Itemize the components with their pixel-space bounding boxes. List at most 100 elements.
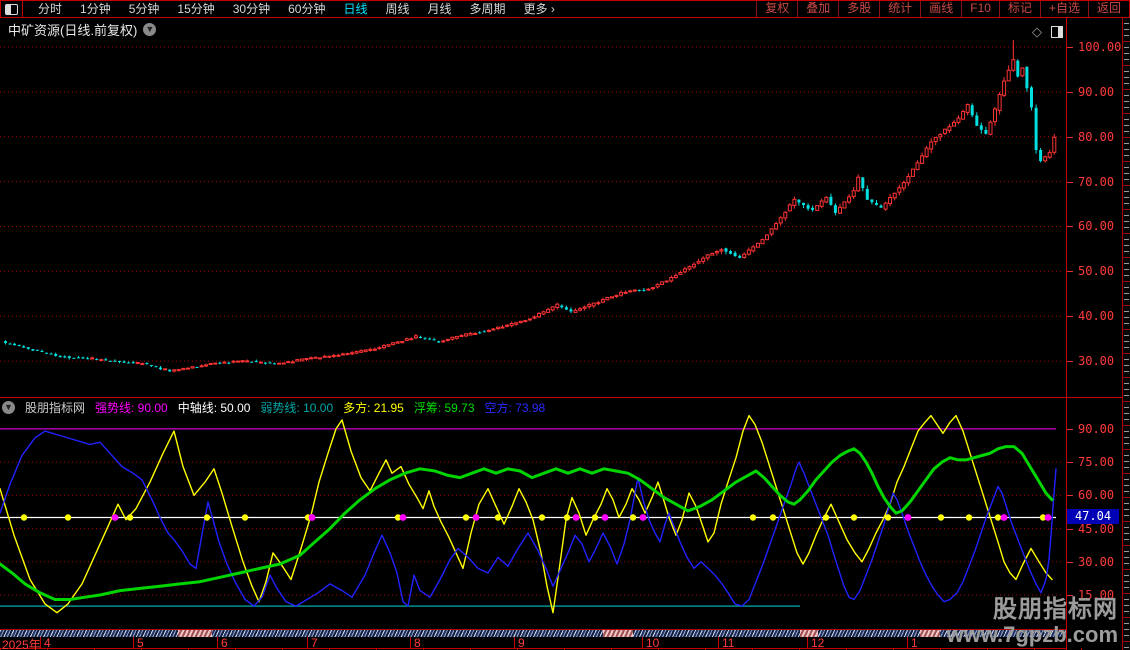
axis-tick-label: 90.00 xyxy=(1078,85,1115,99)
diamond-marker-icon[interactable]: ◇ xyxy=(1032,24,1042,39)
period-tab-更多 ›[interactable]: 更多 › xyxy=(523,1,555,16)
axis-tick xyxy=(1067,92,1073,93)
axis-tick xyxy=(1067,562,1073,563)
period-tab-日线[interactable]: 日线 xyxy=(343,1,368,16)
period-tab-周线[interactable]: 周线 xyxy=(385,1,410,16)
toolbar-button-返回[interactable]: 返回 xyxy=(1087,1,1129,17)
indicator-value-label: 中轴线: 50.00 xyxy=(177,401,251,415)
month-label: 10 xyxy=(646,636,660,650)
month-label: 6 xyxy=(221,636,228,650)
month-tick xyxy=(642,637,643,648)
month-label: 9 xyxy=(518,636,525,650)
right-toolbar-cell[interactable] xyxy=(1123,282,1130,306)
indicator-value-label: 弱势线: 10.00 xyxy=(260,401,334,415)
axis-tick-label: 30.00 xyxy=(1078,555,1115,569)
toolbar-button-F10[interactable]: F10 xyxy=(961,1,999,17)
right-toolbar-cell[interactable] xyxy=(1123,450,1130,474)
right-toolbar-cell[interactable] xyxy=(1123,90,1130,114)
right-toolbar-cell[interactable] xyxy=(1123,594,1130,618)
right-toolbar-cell[interactable] xyxy=(1123,258,1130,282)
right-toolbar-cell[interactable] xyxy=(1123,234,1130,258)
right-toolbar-cell[interactable] xyxy=(1123,546,1130,570)
month-label: 11 xyxy=(722,636,735,650)
toolbar-button-复权[interactable]: 复权 xyxy=(756,1,797,17)
watermark: 股朋指标网 www.7gpzb.com xyxy=(946,596,1118,648)
axis-tick-label: 30.00 xyxy=(1078,354,1115,368)
page-title: 中矿资源(日线.前复权) xyxy=(8,23,138,38)
split-pane-icon[interactable] xyxy=(1051,25,1063,38)
right-toolbar-cell[interactable] xyxy=(1123,426,1130,450)
period-tab-15分钟[interactable]: 15分钟 xyxy=(177,1,215,16)
right-toolbar-cell[interactable] xyxy=(1123,474,1130,498)
right-toolbar-cell[interactable] xyxy=(1123,186,1130,210)
right-toolbar-cell[interactable] xyxy=(1123,210,1130,234)
chevron-down-icon[interactable]: ▼ xyxy=(143,23,157,36)
month-label: 12 xyxy=(811,636,825,650)
right-toolbar-cell[interactable] xyxy=(1123,114,1130,138)
right-toolbar-cell[interactable] xyxy=(1123,402,1130,426)
right-toolbar-cell[interactable] xyxy=(1123,138,1130,162)
axis-tick xyxy=(1067,462,1073,463)
navigator-top-line xyxy=(0,629,1066,630)
period-tab-60分钟[interactable]: 60分钟 xyxy=(288,1,326,16)
year-label: 2025年 xyxy=(2,638,41,650)
right-toolbar-cell[interactable] xyxy=(1123,570,1130,594)
indicator-chart[interactable] xyxy=(0,415,1066,630)
indicator-value-label: 空方: 73.98 xyxy=(484,401,546,415)
month-tick xyxy=(907,637,908,648)
period-tab-1分钟[interactable]: 1分钟 xyxy=(80,1,111,16)
toolbar-button-画线[interactable]: 画线 xyxy=(920,1,961,17)
month-label: 5 xyxy=(137,636,144,650)
right-toolbar-cell[interactable] xyxy=(1123,42,1130,66)
indicator-value-label: 强势线: 90.00 xyxy=(95,401,168,415)
toolbar-right-buttons: 复权 叠加 多股 统计 画线 F10 标记 +自选 返回 xyxy=(756,1,1129,17)
navigator-highlight xyxy=(920,630,940,637)
indicator-value-label: 浮筹: 59.73 xyxy=(413,401,475,415)
axis-tick-label: 60.00 xyxy=(1078,488,1115,502)
right-toolbar-cell[interactable] xyxy=(1123,18,1130,42)
top-toolbar: 分时 1分钟 5分钟 15分钟 30分钟 60分钟 日线 周线 月线 多周期 更多 › 复权 叠加 多股… xyxy=(0,0,1130,18)
chevron-down-icon[interactable]: ▼ xyxy=(2,401,15,414)
period-tab-30分钟[interactable]: 30分钟 xyxy=(232,1,271,16)
right-toolbar-cell[interactable] xyxy=(1123,162,1130,186)
right-toolbar-cell[interactable] xyxy=(1123,378,1130,402)
timeline-navigator[interactable] xyxy=(0,630,1066,637)
chart-title-row: 中矿资源(日线.前复权) ▼ xyxy=(8,20,157,39)
layout-toggle-icon[interactable] xyxy=(1,1,23,17)
axis-tick xyxy=(1067,361,1073,362)
toolbar-button-叠加[interactable]: 叠加 xyxy=(797,1,838,17)
axis-tick xyxy=(1067,429,1073,430)
month-tick xyxy=(514,637,515,648)
right-toolbar-cell[interactable] xyxy=(1123,66,1130,90)
right-toolbar-cell[interactable] xyxy=(1123,618,1130,642)
right-toolbar-cell[interactable] xyxy=(1123,306,1130,330)
right-toolbar-cell[interactable] xyxy=(1123,330,1130,354)
axis-tick xyxy=(1067,182,1073,183)
axis-tick-label: 75.00 xyxy=(1078,455,1115,469)
period-tab-5分钟[interactable]: 5分钟 xyxy=(128,1,160,16)
period-tab-多周期[interactable]: 多周期 xyxy=(469,1,506,16)
month-tick xyxy=(133,637,134,648)
month-label: 7 xyxy=(311,636,318,650)
right-vertical-toolbar[interactable] xyxy=(1122,18,1130,650)
toolbar-button-多股[interactable]: 多股 xyxy=(838,1,879,17)
toolbar-button-+自选[interactable]: +自选 xyxy=(1039,1,1088,17)
toolbar-button-标记[interactable]: 标记 xyxy=(998,1,1040,17)
axis-tick xyxy=(1067,529,1073,530)
candlestick-chart[interactable] xyxy=(0,40,1066,398)
right-toolbar-cell[interactable] xyxy=(1123,354,1130,378)
axis-tick-label: 40.00 xyxy=(1078,309,1115,323)
bottom-tick-strip xyxy=(0,648,1130,650)
toolbar-button-统计[interactable]: 统计 xyxy=(879,1,920,17)
right-toolbar-cell[interactable] xyxy=(1123,498,1130,522)
period-tabs: 分时 1分钟 5分钟 15分钟 30分钟 60分钟 日线 周线 月线 多周期 更多 › xyxy=(29,2,564,17)
right-toolbar-cell[interactable] xyxy=(1123,642,1130,650)
right-toolbar-cell[interactable] xyxy=(1123,522,1130,546)
month-tick xyxy=(40,637,41,648)
axis-tick-label: 50.00 xyxy=(1078,264,1115,278)
period-tab-月线[interactable]: 月线 xyxy=(427,1,452,16)
last-value-badge: 47.04 xyxy=(1067,509,1119,524)
axis-tick-label: 15.00 xyxy=(1078,588,1115,602)
period-tab-分时[interactable]: 分时 xyxy=(38,1,63,16)
